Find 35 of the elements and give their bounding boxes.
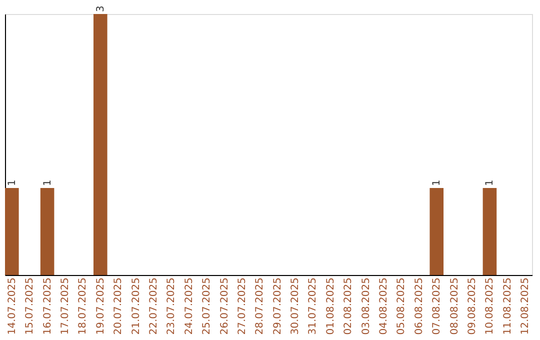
data-label: 1 [42, 180, 54, 186]
x-tick-label: 02.08.2025 [343, 278, 354, 335]
x-tick-label: 07.08.2025 [432, 278, 443, 335]
x-tick-label: 22.07.2025 [148, 278, 160, 335]
x-tick-label: 17.07.2025 [60, 278, 71, 335]
x-tick-label: 16.07.2025 [42, 278, 54, 335]
data-label: 1 [484, 180, 496, 186]
x-tick-label: 25.07.2025 [202, 278, 213, 335]
x-tick-label: 31.07.2025 [308, 278, 319, 335]
x-tick-label: 26.07.2025 [219, 278, 230, 335]
x-tick-label: 15.07.2025 [24, 278, 36, 335]
x-tick-label: 27.07.2025 [236, 278, 248, 335]
x-tick-label: 05.08.2025 [396, 278, 408, 335]
x-tick-label: 23.07.2025 [166, 278, 178, 335]
x-tick-label: 24.07.2025 [184, 278, 195, 335]
data-label: 3 [95, 6, 106, 12]
x-tick-label: 14.07.2025 [6, 278, 18, 335]
data-label: 1 [6, 180, 18, 186]
x-tick-label: 10.08.2025 [484, 278, 496, 335]
x-tick-label: 12.08.2025 [520, 278, 532, 335]
x-tick-label: 04.08.2025 [378, 278, 390, 335]
x-tick-label: 29.07.2025 [272, 278, 284, 335]
x-tick-label: 19.07.2025 [95, 278, 106, 335]
data-label: 1 [432, 180, 443, 186]
x-tick-label: 09.08.2025 [467, 278, 478, 335]
x-tick-label: 18.07.2025 [78, 278, 89, 335]
x-tick-label: 11.08.2025 [502, 278, 514, 335]
x-tick-label: 08.08.2025 [449, 278, 460, 335]
x-tick-label: 01.08.2025 [325, 278, 336, 335]
x-tick-label: 03.08.2025 [360, 278, 372, 335]
x-tick-label: 30.07.2025 [290, 278, 302, 335]
x-tick-label: 28.07.2025 [254, 278, 266, 335]
x-tick-label: 21.07.2025 [130, 278, 142, 335]
x-tick-label: 20.07.2025 [113, 278, 124, 335]
x-tick-label: 06.08.2025 [414, 278, 425, 335]
